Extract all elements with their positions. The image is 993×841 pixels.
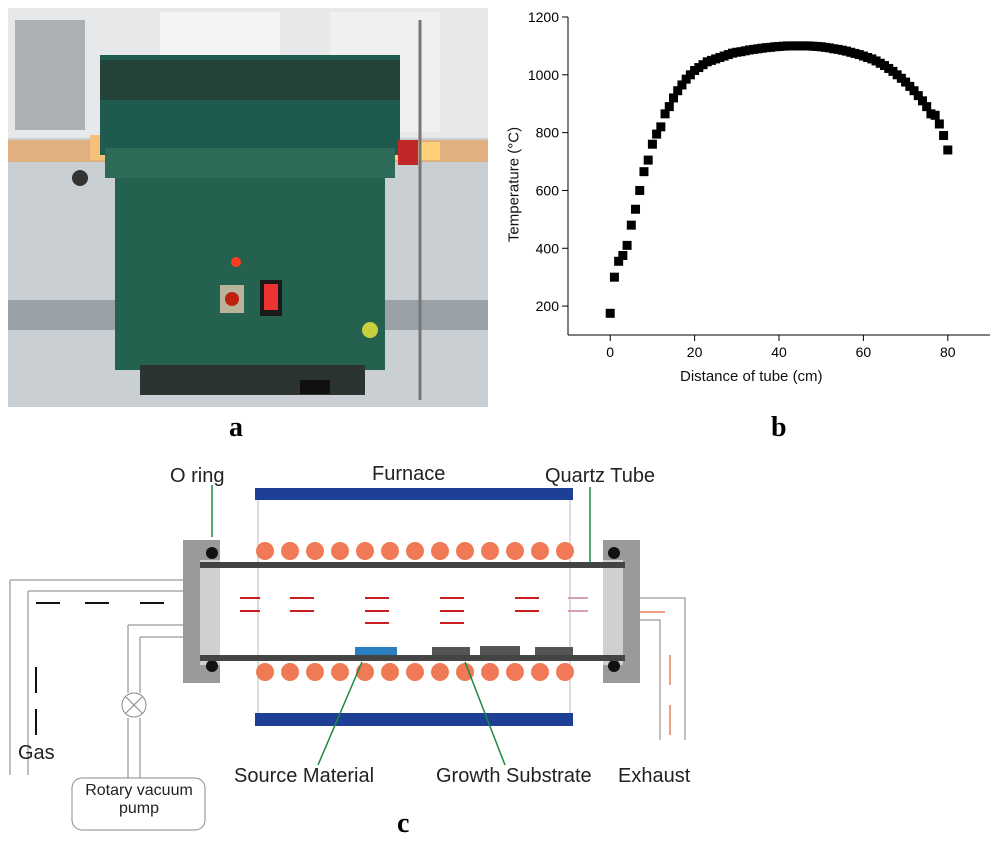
point <box>677 80 687 90</box>
point <box>614 256 624 266</box>
coil <box>256 542 274 560</box>
y-axis-label: Temperature (°C) <box>505 126 523 243</box>
point <box>652 129 662 139</box>
coil <box>281 542 299 560</box>
point <box>669 93 678 103</box>
panel-label: a <box>229 412 243 443</box>
pump-label: Rotary vacuum pump <box>85 782 193 817</box>
coil <box>381 663 399 681</box>
point <box>934 119 944 129</box>
coil <box>406 542 424 560</box>
furnace-photo <box>8 8 488 407</box>
y-tick-label: 200 <box>536 298 560 314</box>
point <box>635 185 645 195</box>
point <box>943 145 953 155</box>
coil <box>306 663 324 681</box>
x-tick-label: 40 <box>771 344 787 360</box>
gas-label: Gas <box>18 742 55 764</box>
o-ring-label: O ring <box>170 465 225 487</box>
x-tick-label: 80 <box>940 344 956 360</box>
point <box>639 167 649 177</box>
coil <box>456 663 474 681</box>
coil <box>531 542 549 560</box>
x-tick-label: 60 <box>856 344 872 360</box>
point <box>656 122 666 132</box>
point <box>643 155 653 165</box>
point <box>930 110 940 120</box>
coil <box>331 663 349 681</box>
coil <box>356 663 374 681</box>
coil <box>406 663 424 681</box>
exhaust-label: Exhaust <box>618 765 691 787</box>
coil <box>506 542 524 560</box>
coil <box>381 542 399 560</box>
y-tick-label: 1200 <box>528 9 559 25</box>
coil <box>456 542 474 560</box>
y-tick-label: 800 <box>536 125 560 141</box>
coil <box>331 542 349 560</box>
point <box>664 102 674 112</box>
point <box>939 131 949 141</box>
coil <box>306 542 324 560</box>
coil <box>556 663 574 681</box>
point <box>609 272 619 282</box>
point <box>605 308 615 318</box>
quartz-tube-label: Quartz Tube <box>545 465 656 487</box>
coil <box>556 542 574 560</box>
point <box>660 109 670 119</box>
y-tick-label: 400 <box>536 240 560 256</box>
furnace-diagram <box>9 485 686 831</box>
coil <box>256 663 274 681</box>
furnace-label: Furnace <box>372 463 446 485</box>
point <box>913 91 923 101</box>
point <box>909 86 919 96</box>
source-label: Source Material <box>234 765 375 787</box>
coil <box>356 542 374 560</box>
x-axis-label: Distance of tube (cm) <box>680 368 823 385</box>
panel-label: b <box>771 412 787 443</box>
point <box>647 139 657 149</box>
x-tick-label: 0 <box>606 344 614 360</box>
point <box>917 96 927 106</box>
coil <box>531 663 549 681</box>
coil <box>481 663 499 681</box>
coil <box>281 663 299 681</box>
point <box>622 240 632 250</box>
y-tick-label: 1000 <box>528 67 559 83</box>
y-tick-label: 600 <box>536 182 560 198</box>
coil <box>481 542 499 560</box>
point <box>673 86 683 96</box>
panel-label: c <box>397 808 410 839</box>
point <box>922 102 932 112</box>
substrate-label: Growth Substrate <box>436 765 592 787</box>
coil <box>506 663 524 681</box>
point <box>618 251 628 260</box>
point <box>626 220 636 230</box>
coil <box>431 542 449 560</box>
point <box>631 204 641 214</box>
coil <box>431 663 449 681</box>
x-tick-label: 20 <box>687 344 703 360</box>
